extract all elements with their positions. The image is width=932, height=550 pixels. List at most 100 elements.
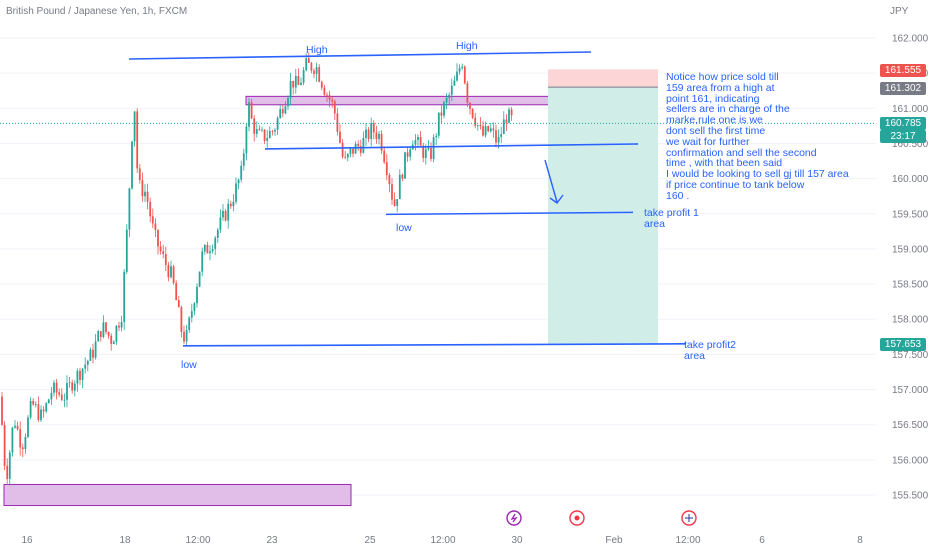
y-tick-label: 160.500 bbox=[892, 139, 929, 150]
high-label-1: High bbox=[306, 44, 328, 56]
candle-body bbox=[489, 128, 492, 132]
candle-body bbox=[297, 75, 300, 85]
candle-body bbox=[133, 111, 136, 142]
candle-body bbox=[196, 286, 198, 304]
candle-body bbox=[110, 335, 113, 344]
candle-body bbox=[71, 382, 74, 391]
candle-body bbox=[310, 62, 313, 71]
candle-body bbox=[237, 179, 240, 184]
candle-body bbox=[92, 349, 94, 358]
candle-body bbox=[500, 134, 503, 137]
candle-body bbox=[58, 392, 61, 395]
candle-body bbox=[172, 266, 175, 283]
candle-body bbox=[398, 174, 401, 200]
y-tick-label: 156.000 bbox=[892, 455, 929, 466]
candle-body bbox=[305, 58, 308, 71]
candle-body bbox=[170, 266, 172, 278]
candle-body bbox=[149, 201, 152, 217]
x-tick-label: 25 bbox=[364, 535, 376, 546]
candle-body bbox=[471, 108, 474, 118]
low-label-2: low bbox=[181, 359, 197, 371]
candle-body bbox=[453, 80, 456, 86]
candle-body bbox=[466, 83, 469, 103]
candle-body bbox=[339, 131, 341, 143]
candle-body bbox=[354, 144, 357, 154]
zones bbox=[3, 95, 572, 507]
analysis-note: Notice how price sold till 159 area from… bbox=[666, 71, 849, 202]
candle-body bbox=[136, 111, 139, 169]
candle-body bbox=[352, 148, 354, 154]
x-tick-label: 12:00 bbox=[430, 535, 455, 546]
candle-body bbox=[463, 66, 466, 84]
candle-body bbox=[346, 153, 349, 158]
take-profit-1-line bbox=[385, 211, 634, 216]
y-tick-label: 160.000 bbox=[892, 174, 929, 185]
y-tick-label: 157.000 bbox=[892, 385, 929, 396]
candle-body bbox=[328, 95, 331, 100]
candle-body bbox=[419, 136, 422, 146]
candle-body bbox=[271, 131, 274, 132]
candle-body bbox=[380, 133, 383, 151]
candle-body bbox=[315, 67, 318, 74]
candle-body bbox=[456, 71, 458, 81]
candle-body bbox=[240, 165, 243, 180]
short-position-tool bbox=[548, 69, 658, 344]
candle-body bbox=[388, 175, 391, 185]
candle-body bbox=[42, 409, 45, 412]
candle-body bbox=[183, 331, 185, 342]
y-tick-label: 156.500 bbox=[892, 420, 929, 431]
candle-body bbox=[359, 146, 362, 153]
x-tick-label: 8 bbox=[857, 535, 863, 546]
candle-body bbox=[287, 97, 289, 107]
candle-body bbox=[242, 153, 245, 166]
candle-body bbox=[383, 150, 386, 163]
x-tick-label: 18 bbox=[119, 535, 131, 546]
candle-body bbox=[73, 383, 76, 391]
candle-body bbox=[372, 123, 375, 133]
candle-body bbox=[349, 148, 352, 154]
support-zone bbox=[3, 483, 352, 507]
x-axis: 16 18 12:00 23 25 12:00 30 Feb 12:00 6 8 bbox=[21, 535, 863, 546]
y-tick-label: 158.500 bbox=[892, 280, 929, 291]
candle-body bbox=[37, 404, 40, 420]
candle-body bbox=[294, 75, 297, 88]
lightning-glyph bbox=[510, 513, 518, 523]
candle-body bbox=[300, 82, 302, 85]
candle-body bbox=[175, 282, 178, 301]
candle-body bbox=[331, 99, 334, 102]
candle-body bbox=[112, 341, 115, 344]
candle-body bbox=[318, 67, 321, 82]
candle-body bbox=[97, 331, 100, 342]
candle-body bbox=[107, 331, 110, 336]
x-tick-label: 12:00 bbox=[675, 535, 700, 546]
candle-body bbox=[255, 129, 258, 134]
event-icons bbox=[506, 510, 697, 526]
candle-body bbox=[365, 129, 367, 138]
candle-body bbox=[211, 248, 214, 252]
candle-body bbox=[159, 246, 162, 252]
candle-body bbox=[115, 325, 118, 342]
reward-area bbox=[548, 87, 658, 344]
candle-body bbox=[16, 425, 19, 430]
candle-body bbox=[461, 66, 464, 69]
take-profit-1-label: take profit 1 area bbox=[644, 207, 699, 230]
top-trend-line bbox=[128, 51, 592, 60]
candle-body bbox=[3, 424, 6, 466]
candle-body bbox=[125, 229, 128, 272]
candle-body bbox=[474, 117, 477, 126]
candle-body bbox=[276, 118, 279, 130]
countdown-tag: 23:17 bbox=[880, 130, 926, 143]
candle-body bbox=[162, 251, 165, 255]
candle-body bbox=[279, 109, 282, 119]
candle-body bbox=[274, 129, 276, 132]
candle-body bbox=[34, 404, 37, 405]
candle-body bbox=[164, 254, 167, 265]
candle-body bbox=[47, 399, 50, 404]
candle-body bbox=[118, 325, 120, 328]
candle-body bbox=[60, 394, 63, 400]
candle-body bbox=[63, 399, 66, 401]
candle-body bbox=[313, 70, 315, 74]
candle-body bbox=[138, 168, 141, 181]
candle-body bbox=[261, 129, 263, 131]
